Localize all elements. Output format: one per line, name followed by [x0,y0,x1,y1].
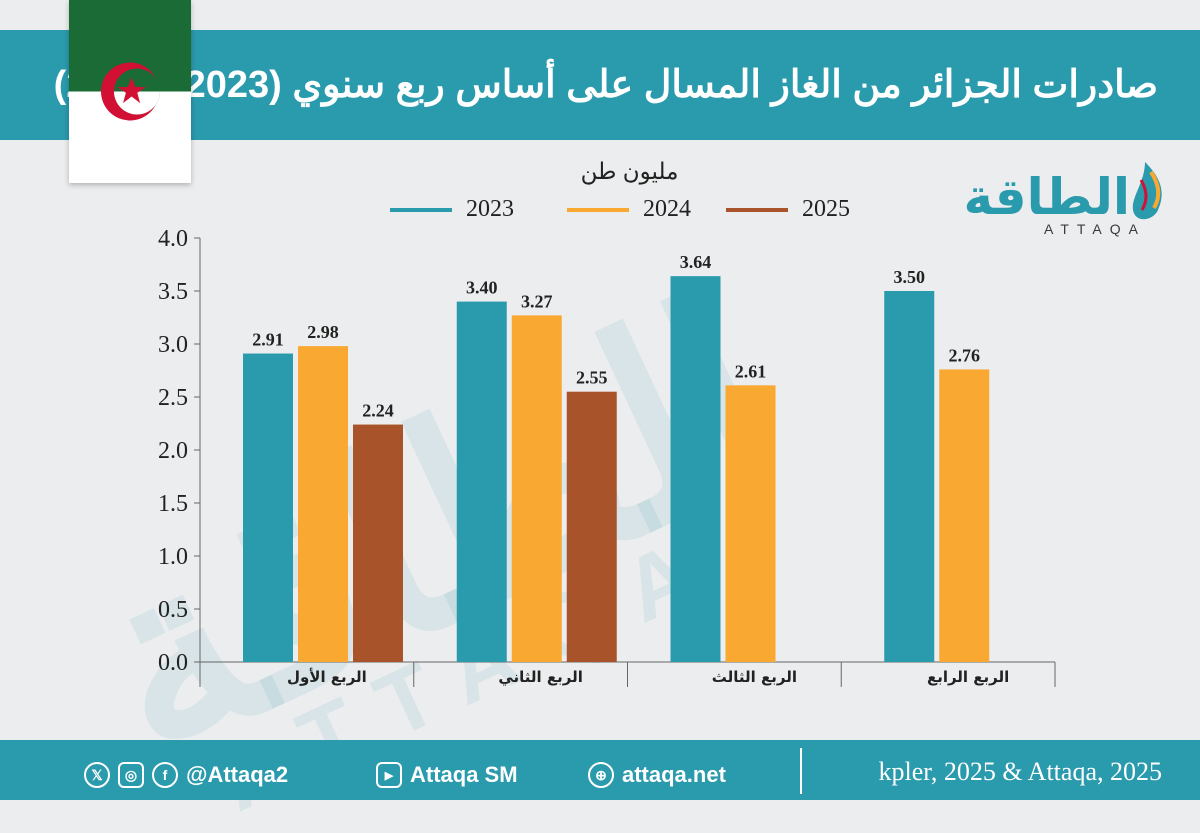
algeria-flag [69,0,191,183]
svg-text:ATTAQA: ATTAQA [1044,221,1146,237]
data-label-2024-2: 3.27 [521,291,553,311]
social-handle[interactable]: @Attaqa2 [186,762,289,787]
y-tick-label: 1.0 [158,544,188,570]
website-group: ⊕ attaqa.net [588,762,726,788]
y-tick-label: 0.0 [158,650,188,676]
data-label-2023-1: 2.91 [252,330,284,350]
header-band [0,30,1200,140]
source-text: kpler, 2025 & Attaqa, 2025 [878,757,1162,786]
youtube-group: ▶ Attaqa SM [376,762,518,788]
y-tick-label: 0.5 [158,597,188,623]
unit-label: مليون طن [580,158,679,184]
web-icon[interactable]: ⊕ [588,762,614,788]
bar-2024-4 [939,369,990,662]
attaqa-logo: الطاقة ATTAQA [945,152,1175,242]
website-link[interactable]: attaqa.net [622,762,726,787]
bar-2025-2 [566,391,617,662]
y-tick-label: 1.5 [158,491,188,517]
bar-2025-1 [353,424,403,662]
legend-swatch-2025 [726,207,788,212]
x-icon[interactable]: 𝕏 [84,762,110,788]
data-label-2024-4: 2.76 [949,345,981,365]
data-label-2023-4: 3.50 [894,267,926,287]
y-tick-label: 2.5 [158,385,188,411]
data-label-2023-3: 3.64 [680,252,712,272]
svg-text:الطاقة: الطاقة [964,168,1130,226]
y-tick-label: 2.0 [158,438,188,464]
legend-label-2025: 2025 [802,196,850,222]
bar-2023-1 [243,353,293,662]
facebook-icon[interactable]: f [152,762,178,788]
legend-label-2024: 2024 [643,196,691,222]
y-tick-label: 3.5 [158,279,188,305]
data-label-2025-2: 2.55 [576,368,608,388]
legend-swatch-2023 [390,207,452,212]
data-label-2023-2: 3.40 [466,278,498,298]
bar-2023-2 [456,301,507,662]
bar-2024-2 [511,315,562,662]
youtube-icon[interactable]: ▶ [376,762,402,788]
legend-swatch-2024 [567,207,629,212]
legend-label-2023: 2023 [466,196,514,222]
data-label-2024-3: 2.61 [735,361,767,381]
legend-item-2025: 2025 [726,196,850,223]
y-tick-label: 4.0 [158,226,188,252]
social-group: 𝕏 ◎ f @Attaqa2 [84,762,288,788]
category-label: الربع الأول [287,668,367,686]
category-label: الربع الرابع [927,668,1009,686]
bar-2024-1 [298,346,348,662]
y-tick-label: 3.0 [158,332,188,358]
legend-item-2023: 2023 [390,196,514,223]
instagram-icon[interactable]: ◎ [118,762,144,788]
bar-chart: 0.0 0.5 1.0 1.5 2.0 2.5 3.0 3.5 4.0 2.91 2.98 2.24 ا… [158,226,1056,687]
category-label: الربع الثالث [712,668,797,686]
legend: 2023 2024 2025 [0,196,1200,230]
bar-2024-3 [725,385,776,662]
category-label: الربع الثاني [498,668,583,686]
footer-divider [800,748,802,794]
bar-2023-4 [884,291,935,662]
legend-item-2024: 2024 [567,196,691,223]
youtube-channel[interactable]: Attaqa SM [410,762,518,787]
data-label-2025-1: 2.24 [362,401,394,421]
data-label-2024-1: 2.98 [307,322,339,342]
bar-2023-3 [670,276,721,662]
